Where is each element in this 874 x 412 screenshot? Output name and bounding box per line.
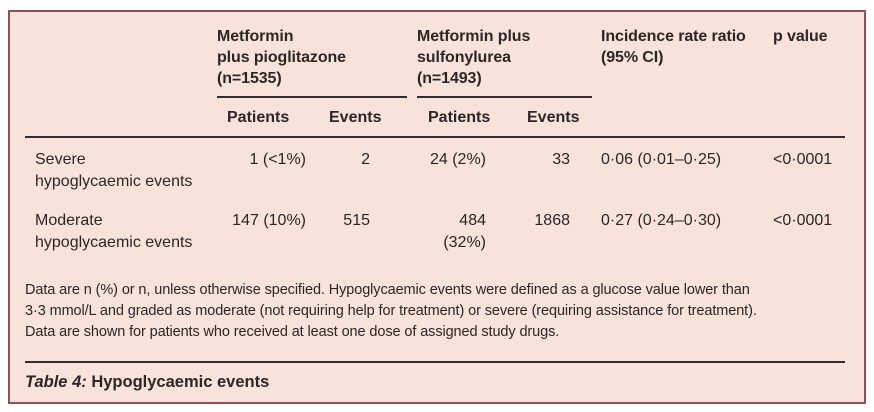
table-caption: Table 4: Hypoglycaemic events (25, 372, 864, 393)
table-row-severe: Severe hypoglycaemic events 1 (<1%) 2 24… (25, 138, 845, 193)
cell-g1-events: 2 (361, 151, 370, 168)
table-caption-label: Table 4: (25, 373, 87, 391)
column-group-metformin-pioglitazone: Metformin plus pioglitazone (n=1535) (217, 26, 407, 98)
column-group-metformin-sulfonylurea: Metformin plus sulfonylurea (n=1493) (417, 26, 592, 98)
subheader-g2-patients: Patients (428, 109, 491, 126)
table-row-moderate: Moderate hypoglycaemic events 147 (10%) … (25, 199, 845, 254)
cell-g1-patients: 147 (10%) (232, 212, 306, 229)
row-label: Moderate hypoglycaemic events (35, 212, 193, 251)
table-subheader: Patients Events Patients Events (25, 98, 845, 138)
subheader-g1-patients: Patients (227, 109, 290, 126)
cell-g2-events: 1868 (534, 212, 570, 229)
subheader-g2-events: Events (527, 109, 580, 126)
column-incidence-rate-ratio: Incidence rate ratio (95% CI) (601, 28, 746, 66)
table-panel: Metformin plus pioglitazone (n=1535) Met… (8, 10, 866, 404)
cell-g1-events: 515 (343, 212, 370, 229)
cell-p-value: <0·0001 (773, 212, 833, 229)
table-header-groups: Metformin plus pioglitazone (n=1535) Met… (25, 26, 845, 98)
subheader-corner-cell (25, 98, 217, 136)
table-caption-title: Hypoglycaemic events (86, 373, 270, 391)
caption-divider (25, 361, 845, 363)
cell-g2-events: 33 (552, 151, 570, 168)
row-label: Severe hypoglycaemic events (35, 151, 193, 190)
cell-incidence-rate-ratio: 0·27 (0·24–0·30) (601, 212, 722, 229)
cell-incidence-rate-ratio: 0·06 (0·01–0·25) (601, 151, 722, 168)
column-p-value: p value (773, 28, 828, 45)
cell-g2-patients: 484 (32%) (443, 212, 486, 251)
table-footnote: Data are n (%) or n, unless otherwise sp… (25, 282, 757, 340)
cell-g2-patients: 24 (2%) (429, 151, 486, 168)
cell-g1-patients: 1 (<1%) (249, 151, 306, 168)
header-corner-cell (25, 26, 217, 98)
cell-p-value: <0·0001 (773, 151, 833, 168)
subheader-g1-events: Events (329, 109, 382, 126)
